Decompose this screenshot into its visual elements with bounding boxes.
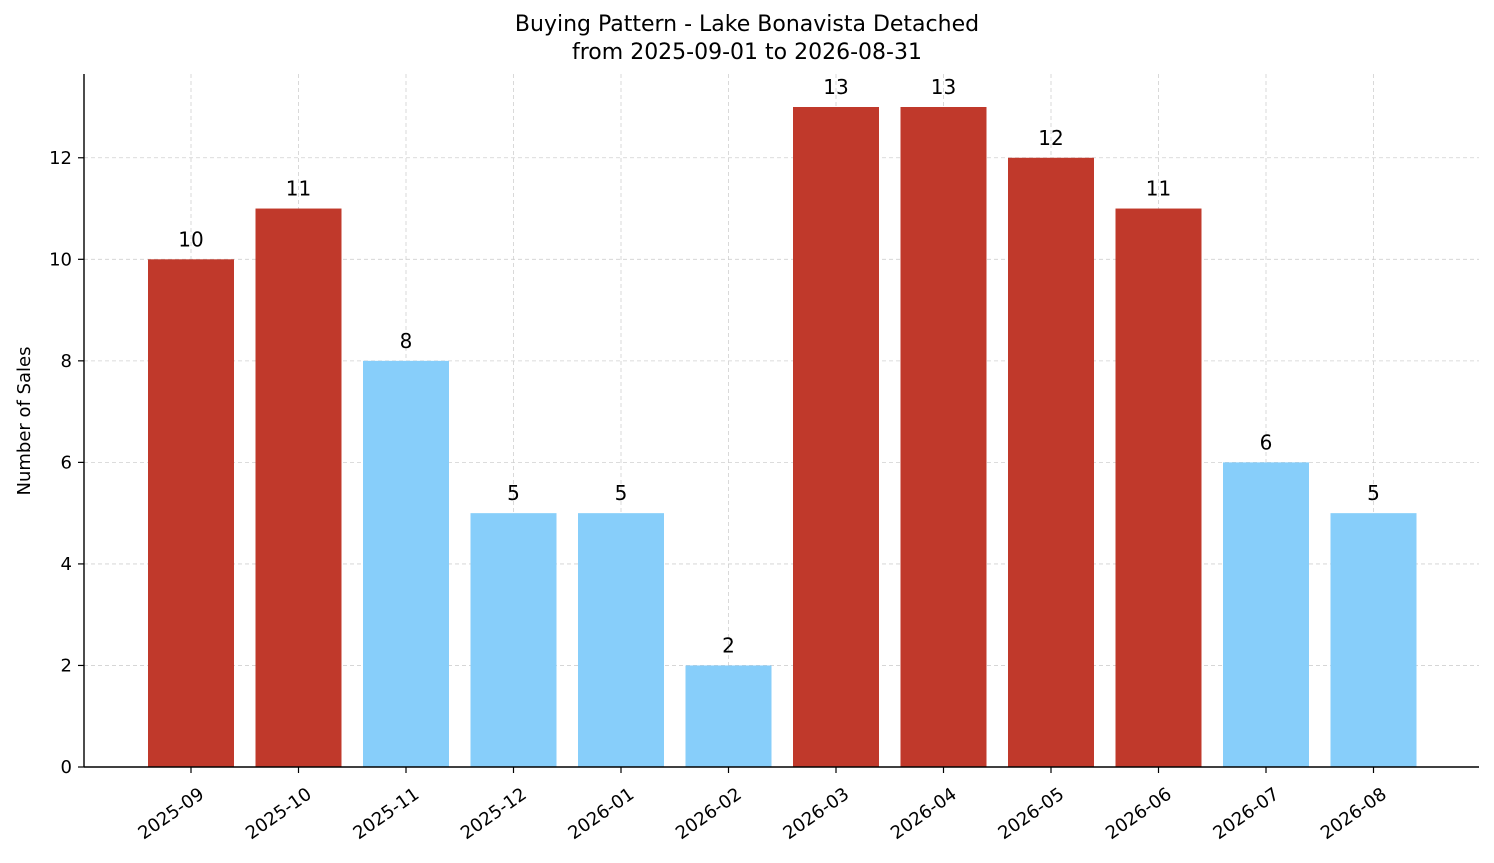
- bar-value-label: 11: [286, 177, 311, 201]
- bar: [1330, 513, 1417, 767]
- y-tick-label: 4: [61, 554, 72, 575]
- bar-value-label: 13: [823, 75, 848, 99]
- y-tick-label: 12: [49, 148, 72, 169]
- bar: [793, 107, 879, 767]
- x-tick-label: 2026-05: [994, 784, 1068, 844]
- bar: [470, 513, 557, 767]
- bar: [1008, 157, 1094, 767]
- bar-value-label: 12: [1038, 126, 1063, 150]
- y-axis-label: Number of Sales: [14, 346, 35, 495]
- x-tick-label: 2026-03: [779, 784, 853, 844]
- x-tick-label: 2025-09: [134, 784, 208, 844]
- bar-value-label: 8: [400, 329, 413, 353]
- x-tick-label: 2026-01: [564, 784, 638, 844]
- bar-value-label: 13: [931, 75, 956, 99]
- chart-title: Buying Pattern - Lake Bonavista Detached: [514, 12, 980, 37]
- x-tick-label: 2025-12: [457, 784, 531, 844]
- x-tick-label: 2025-11: [349, 784, 423, 844]
- bar: [685, 665, 772, 767]
- bar-value-label: 5: [615, 481, 628, 505]
- bar: [255, 208, 342, 768]
- x-tick-label: 2026-08: [1317, 784, 1391, 844]
- bar: [900, 107, 987, 767]
- x-tick-label: 2026-04: [887, 784, 961, 844]
- x-tick-label: 2026-07: [1209, 784, 1283, 844]
- bar: [363, 360, 449, 767]
- y-tick-label: 8: [61, 351, 72, 372]
- bar-value-label: 2: [722, 633, 735, 657]
- y-tick-label: 2: [61, 655, 72, 676]
- x-tick-label: 2025-10: [242, 784, 316, 844]
- bar-value-label: 5: [1367, 481, 1380, 505]
- bar: [148, 259, 234, 767]
- bar-value-label: 6: [1260, 430, 1273, 454]
- bar-value-label: 10: [178, 227, 203, 251]
- axes: [78, 74, 1479, 773]
- bar: [578, 513, 664, 767]
- bars: [148, 107, 1417, 768]
- bar-value-label: 5: [507, 481, 520, 505]
- y-tick-label: 0: [61, 757, 72, 778]
- bar: [1115, 208, 1202, 768]
- bar: [1223, 462, 1309, 767]
- y-tick-label: 6: [61, 452, 72, 473]
- x-tick-label: 2026-02: [672, 784, 746, 844]
- x-tick-label: 2026-06: [1102, 784, 1176, 844]
- chart-subtitle: from 2025-09-01 to 2026-08-31: [572, 40, 922, 65]
- bar-value-label: 11: [1146, 177, 1171, 201]
- y-tick-label: 10: [49, 249, 72, 270]
